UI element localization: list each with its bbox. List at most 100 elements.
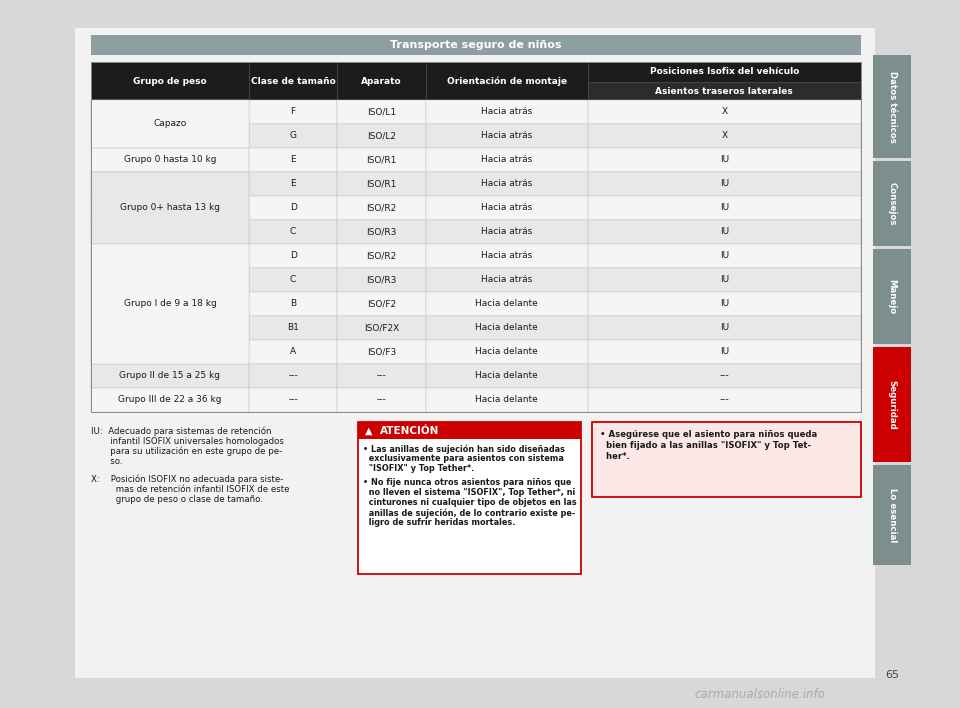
Bar: [91, 364, 249, 388]
Text: ---: ---: [719, 372, 730, 380]
Bar: [588, 100, 861, 124]
Bar: [426, 220, 588, 244]
Bar: [249, 62, 337, 100]
Text: Grupo II de 15 a 25 kg: Grupo II de 15 a 25 kg: [119, 372, 221, 380]
Bar: [337, 124, 426, 148]
Text: IU: IU: [720, 275, 729, 285]
Bar: [588, 388, 861, 412]
Bar: [249, 148, 337, 172]
Text: B: B: [290, 299, 297, 309]
Bar: [592, 422, 861, 497]
Text: infantil ISOFIX universales homologados: infantil ISOFIX universales homologados: [91, 437, 284, 445]
Text: bien fijado a las anillas "ISOFIX" y Top Tet-: bien fijado a las anillas "ISOFIX" y Top…: [600, 441, 811, 450]
Text: ISO/R2: ISO/R2: [367, 203, 396, 212]
Bar: [91, 388, 249, 412]
Bar: [337, 364, 426, 388]
Text: IU: IU: [720, 203, 729, 212]
Bar: [249, 364, 337, 388]
Text: X: X: [721, 108, 728, 117]
Text: Clase de tamaño: Clase de tamaño: [251, 76, 335, 86]
Text: IU:  Adecuado para sistemas de retención: IU: Adecuado para sistemas de retención: [91, 426, 272, 435]
Text: Hacia atrás: Hacia atrás: [481, 203, 533, 212]
Text: IU: IU: [720, 156, 729, 164]
Bar: [873, 249, 911, 344]
Text: C: C: [290, 227, 297, 236]
Bar: [91, 172, 249, 196]
Text: IU: IU: [720, 227, 729, 236]
Bar: [249, 172, 337, 196]
Text: ligro de sufrir heridas mortales.: ligro de sufrir heridas mortales.: [363, 518, 516, 527]
Text: Lo esencial: Lo esencial: [887, 488, 897, 542]
Text: Hacia delante: Hacia delante: [475, 299, 539, 309]
Bar: [337, 100, 426, 124]
Bar: [426, 172, 588, 196]
Bar: [91, 172, 249, 244]
Text: X:    Posición ISOFIX no adecuada para siste-: X: Posición ISOFIX no adecuada para sist…: [91, 474, 283, 484]
Text: B1: B1: [287, 324, 300, 333]
Text: Manejo: Manejo: [887, 279, 897, 314]
Text: no lleven el sistema "ISOFIX", Top Tether*, ni: no lleven el sistema "ISOFIX", Top Tethe…: [363, 488, 575, 497]
Text: G: G: [290, 132, 297, 140]
Text: Grupo 0+ hasta 13 kg: Grupo 0+ hasta 13 kg: [120, 203, 220, 212]
Text: Hacia atrás: Hacia atrás: [481, 275, 533, 285]
Text: X: X: [721, 132, 728, 140]
Text: Grupo III de 22 a 36 kg: Grupo III de 22 a 36 kg: [118, 396, 222, 404]
Text: IU: IU: [720, 299, 729, 309]
Text: ---: ---: [288, 396, 298, 404]
Bar: [337, 292, 426, 316]
Bar: [873, 347, 911, 462]
Text: Hacia atrás: Hacia atrás: [481, 180, 533, 188]
Bar: [358, 422, 581, 439]
Text: ATENCIÓN: ATENCIÓN: [380, 426, 440, 435]
Bar: [249, 124, 337, 148]
Bar: [91, 124, 249, 148]
Text: 65: 65: [885, 670, 899, 680]
Bar: [426, 124, 588, 148]
Bar: [249, 100, 337, 124]
Bar: [249, 196, 337, 220]
Text: ---: ---: [719, 396, 730, 404]
Text: ISO/L1: ISO/L1: [367, 108, 396, 117]
Bar: [426, 100, 588, 124]
Text: Hacia atrás: Hacia atrás: [481, 156, 533, 164]
Bar: [426, 388, 588, 412]
Text: ISO/F2X: ISO/F2X: [364, 324, 399, 333]
Bar: [588, 82, 861, 100]
Text: Consejos: Consejos: [887, 182, 897, 225]
Bar: [249, 220, 337, 244]
Bar: [91, 244, 249, 364]
Bar: [337, 172, 426, 196]
Text: ISO/L2: ISO/L2: [367, 132, 396, 140]
Text: Posiciones Isofix del vehículo: Posiciones Isofix del vehículo: [650, 67, 799, 76]
Text: F: F: [291, 108, 296, 117]
Text: IU: IU: [720, 324, 729, 333]
Text: ISO/F3: ISO/F3: [367, 348, 396, 357]
Text: A: A: [290, 348, 297, 357]
Bar: [91, 340, 249, 364]
Text: Datos técnicos: Datos técnicos: [887, 71, 897, 142]
Text: ISO/R1: ISO/R1: [367, 156, 396, 164]
Text: mas de retención infantil ISOFIX de este: mas de retención infantil ISOFIX de este: [91, 484, 290, 493]
Bar: [91, 62, 861, 412]
Bar: [426, 340, 588, 364]
Bar: [91, 100, 249, 124]
Bar: [249, 340, 337, 364]
Bar: [588, 220, 861, 244]
Text: Hacia delante: Hacia delante: [475, 348, 539, 357]
Bar: [873, 161, 911, 246]
Bar: [426, 148, 588, 172]
Bar: [337, 220, 426, 244]
Bar: [75, 28, 875, 678]
Text: IU: IU: [720, 251, 729, 261]
Bar: [588, 124, 861, 148]
Text: "ISOFIX" y Top Tether*.: "ISOFIX" y Top Tether*.: [363, 464, 474, 473]
Text: Grupo 0 hasta 10 kg: Grupo 0 hasta 10 kg: [124, 156, 216, 164]
Bar: [91, 316, 249, 340]
Bar: [91, 196, 249, 220]
Text: D: D: [290, 203, 297, 212]
Bar: [337, 244, 426, 268]
Text: ISO/R3: ISO/R3: [367, 275, 396, 285]
Bar: [91, 100, 249, 148]
Text: Grupo I de 9 a 18 kg: Grupo I de 9 a 18 kg: [124, 299, 216, 309]
Text: Grupo de peso: Grupo de peso: [133, 76, 206, 86]
